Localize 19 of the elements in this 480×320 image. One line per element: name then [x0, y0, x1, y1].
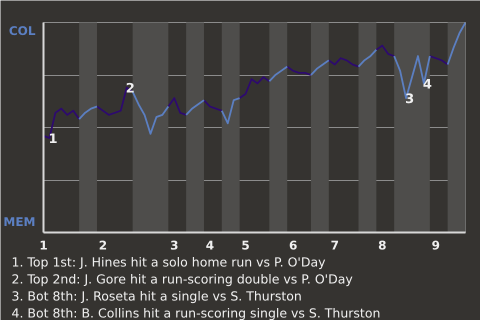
x-tick-label: 9	[432, 238, 440, 252]
x-tick-label: 2	[98, 238, 108, 252]
x-tick-label: 8	[378, 238, 386, 252]
x-tick-label: 5	[241, 238, 250, 252]
annotation: 3	[405, 92, 414, 108]
text: 3. Bot 8th: J. Roseta hit a single vs S. Thurston	[12, 288, 302, 304]
x-tick-label: 4	[206, 238, 214, 252]
annotation: 1	[48, 132, 58, 147]
x-tick-label: 6	[288, 238, 298, 252]
annotation: 2	[126, 82, 135, 97]
text: 1. Top 1st: J. Hines hit a solo home run vs P. O'Day	[12, 254, 326, 270]
x-tick-label: 1	[39, 238, 48, 252]
text: COL	[8, 24, 36, 38]
text: 2. Top 2nd: J. Gore hit a run-scoring double vs P. O'Day	[12, 272, 354, 286]
annotation: 4	[422, 77, 432, 92]
x-tick-label: 7	[330, 238, 339, 252]
x-tick-label: 3	[170, 238, 178, 252]
text: 4. Bot 8th: B. Collins hit a run-scoring single vs S. Thurston	[12, 306, 380, 320]
text: MEM	[3, 215, 36, 229]
